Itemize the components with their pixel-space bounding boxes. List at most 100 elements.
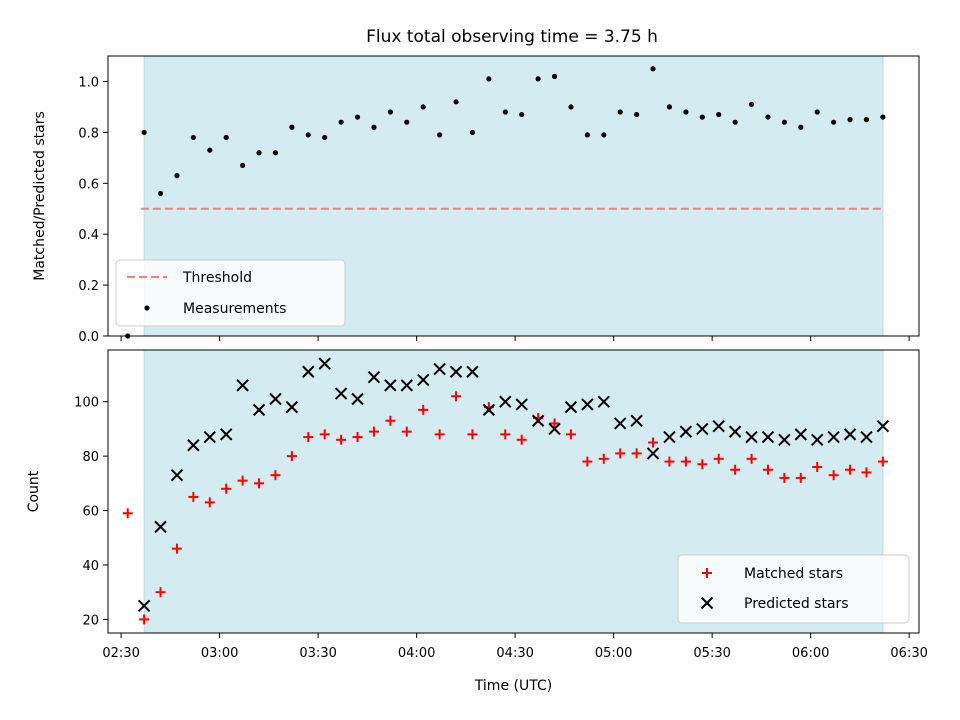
predicted-star-point (745, 430, 758, 444)
x-stroke-b (811, 433, 824, 447)
matched-star-point (598, 453, 609, 464)
matched-star-point (270, 470, 281, 481)
y-tick-label: 0.4 (78, 228, 99, 243)
legend-plus-marker (702, 568, 712, 578)
matched-star-point (664, 456, 675, 467)
measurement-point (157, 190, 164, 197)
y-tick-label: 100 (74, 396, 99, 411)
legend-predicted-stars-label: Predicted stars (744, 596, 849, 612)
predicted-star-point (466, 365, 479, 378)
predicted-star-point (285, 400, 299, 414)
matched-star-point (204, 497, 215, 508)
x-stroke-b (433, 362, 446, 376)
predicted-star-point (811, 433, 824, 447)
measurement-point (207, 147, 213, 153)
measurement-point (354, 114, 361, 120)
predicted-star-point (515, 398, 528, 411)
x-stroke-b (663, 430, 676, 444)
matched-star-point (139, 614, 150, 625)
matched-star-point (237, 475, 248, 486)
top-legend: Threshold Measurements (115, 259, 346, 327)
matched-star-point (549, 418, 560, 429)
measurement-point (437, 132, 443, 138)
predicted-star-point (433, 362, 446, 376)
x-stroke-b (269, 392, 282, 406)
matched-star-point (730, 464, 741, 475)
predicted-star-point (499, 395, 512, 408)
matched-star-point (254, 478, 265, 489)
matched-star-point (795, 472, 806, 483)
predicted-star-point (663, 430, 676, 444)
measurement-point (289, 124, 295, 130)
x-axis-label: Time (UTC) (474, 678, 552, 694)
x-tick-label: 02:30 (102, 646, 139, 661)
measurement-point (305, 132, 311, 138)
predicted-star-point (614, 417, 627, 430)
top-panel-ratio: 0.0 0.2 0.4 0.6 0.8 1.0 Matched/Predicted sta… (32, 55, 920, 345)
measurement-point (765, 114, 771, 120)
measurement-point (240, 162, 246, 169)
x-stroke-b (712, 419, 725, 433)
measurement-point (568, 104, 574, 110)
predicted-star-point (170, 468, 184, 482)
matched-star-point (368, 426, 379, 437)
matched-stars-points (122, 391, 888, 625)
matched-star-point (615, 448, 626, 459)
predicted-star-point (778, 433, 791, 447)
matched-star-point (122, 508, 133, 519)
matched-star-point (467, 429, 478, 440)
predicted-star-point (876, 419, 890, 433)
measurement-point (387, 109, 393, 115)
predicted-star-point (252, 403, 266, 417)
x-tick-label: 06:30 (890, 646, 927, 661)
matched-star-point (188, 491, 199, 502)
x-stroke-b (827, 430, 840, 444)
matched-star-point (648, 437, 659, 448)
predicted-star-point (482, 403, 496, 417)
top-plot-frame (107, 55, 920, 337)
predicted-star-point (334, 387, 348, 400)
measurement-point (732, 119, 738, 125)
x-stroke-b (252, 403, 266, 417)
predicted-star-point (597, 395, 611, 408)
measurement-point (634, 111, 640, 118)
matched-star-point (631, 448, 642, 459)
x-stroke-b (696, 422, 709, 436)
predicted-star-point (860, 430, 873, 444)
y-tick-label: 20 (82, 613, 99, 628)
measurement-point (880, 114, 886, 120)
matched-star-point (385, 415, 396, 426)
x-stroke-b (630, 414, 643, 427)
x-stroke-b (860, 430, 873, 444)
x-stroke-b (482, 403, 496, 417)
measurement-point (174, 173, 180, 179)
x-stroke-b (778, 433, 791, 447)
matched-star-point (451, 391, 462, 402)
predicted-star-point (564, 400, 578, 414)
predicted-star-point (318, 357, 331, 370)
predicted-star-point (302, 365, 315, 378)
x-stroke-b (597, 395, 611, 408)
matched-star-point (746, 453, 757, 464)
x-stroke-b (449, 365, 463, 378)
top-legend-box (115, 259, 346, 327)
x-stroke-b (318, 357, 331, 370)
predicted-star-point (728, 425, 742, 438)
x-stroke-b (499, 395, 512, 408)
x-stroke-b (351, 392, 364, 406)
matched-star-point (286, 451, 297, 462)
matched-star-point (500, 429, 511, 440)
matched-star-point (565, 429, 576, 440)
measurement-point (338, 119, 344, 125)
predicted-star-point (236, 379, 249, 392)
matched-star-point (812, 462, 823, 473)
measurement-point (190, 134, 196, 141)
measurement-points (125, 66, 886, 339)
chart-title: Flux total observing time = 3.75 h (366, 27, 658, 47)
measurement-point (617, 109, 623, 115)
legend-measurements-label: Measurements (183, 301, 286, 317)
predicted-star-point (449, 365, 463, 378)
measurement-point (256, 150, 262, 156)
measurement-point (141, 129, 147, 135)
